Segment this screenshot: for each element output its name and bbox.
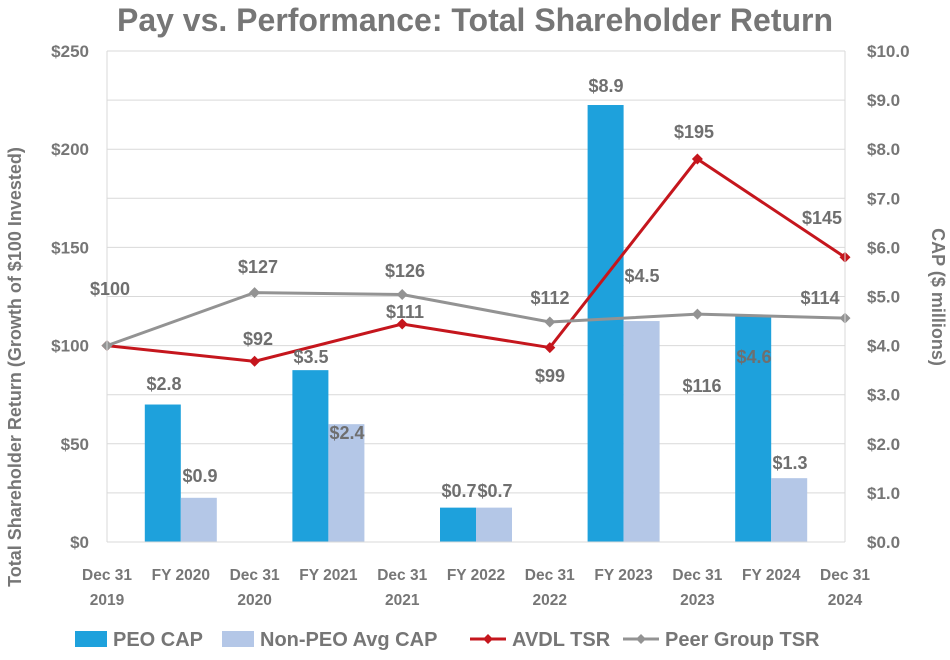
legend-label: Peer Group TSR [665, 629, 820, 651]
bar-data-label: $0.7 [477, 481, 512, 501]
right-tick-label: $1.0 [867, 484, 900, 503]
bar-data-label: $4.6 [736, 347, 771, 367]
category-label: 2024 [828, 592, 863, 609]
bar-data-label: $8.9 [588, 76, 623, 96]
point [249, 287, 261, 299]
axes: $0 $50 $100 $150 $200 $250 $0.0 $1.0 $2.0 $3.0 $4.… [51, 42, 909, 609]
category-label: Dec 31 [672, 567, 722, 584]
chart-title: Pay vs. Performance: Total Shareholder R… [117, 2, 833, 38]
point [691, 308, 703, 320]
category-label: 2022 [533, 592, 567, 609]
category-label: Dec 31 [820, 567, 870, 584]
bar [771, 478, 808, 542]
legend-marker [483, 634, 493, 644]
bar [476, 507, 512, 542]
line-data-label: $99 [535, 366, 565, 386]
legend-label: PEO CAP [113, 629, 203, 651]
right-tick-label: $2.0 [867, 435, 900, 454]
category-label: Dec 31 [82, 567, 132, 584]
line-data-label: $92 [243, 329, 273, 349]
right-tick-label: $5.0 [867, 288, 900, 307]
legend-marker [636, 634, 646, 644]
gridlines [107, 50, 845, 494]
right-axis-title: CAP ($ millions) [928, 228, 948, 366]
left-tick-label: $250 [51, 42, 89, 61]
bar-data-label: $1.3 [772, 453, 807, 473]
right-tick-label: $4.0 [867, 337, 900, 356]
category-label: Dec 31 [230, 567, 280, 584]
category-label: 2019 [90, 592, 125, 609]
left-axis-title: Total Shareholder Return (Growth of $100… [5, 147, 25, 587]
category-label: 2023 [680, 592, 715, 609]
left-tick-label: $100 [51, 337, 89, 356]
point [691, 153, 703, 165]
data-labels: $2.8 $3.5 $0.7 $8.9 $4.6 $0.9 $2.4 $0.7 $4.5 $1.3… [90, 76, 842, 501]
right-tick-label: $0.0 [867, 533, 900, 552]
line-data-label: $195 [674, 122, 714, 142]
line-series [101, 153, 851, 367]
right-tick-label: $7.0 [867, 189, 900, 208]
line-data-label: $127 [238, 257, 278, 277]
legend-label: AVDL TSR [512, 629, 611, 651]
category-label: Dec 31 [377, 567, 427, 584]
bar [440, 507, 476, 542]
bar-data-label: $2.4 [329, 423, 364, 443]
category-label: FY 2023 [594, 567, 653, 584]
category-label: Dec 31 [525, 567, 575, 584]
line-data-label: $145 [802, 208, 842, 228]
right-tick-label: $3.0 [867, 386, 900, 405]
point [396, 289, 408, 301]
bar [144, 404, 181, 542]
point [396, 318, 408, 330]
point [544, 342, 556, 354]
left-tick-label: $200 [51, 140, 89, 159]
bar-series [144, 105, 808, 542]
bar [292, 370, 329, 542]
category-label: FY 2024 [742, 567, 801, 584]
legend: PEO CAP Non-PEO Avg CAP AVDL TSR Peer Group… [75, 629, 820, 651]
bar-data-label: $0.7 [441, 481, 476, 501]
line-data-label: $126 [385, 261, 425, 281]
bar [735, 316, 772, 542]
bar-data-label: $3.5 [293, 347, 328, 367]
category-label: FY 2021 [299, 567, 358, 584]
legend-swatch [222, 631, 254, 647]
line-data-label: $116 [682, 376, 721, 396]
bar-data-label: $4.5 [624, 266, 659, 286]
category-label: 2020 [237, 592, 271, 609]
bar [180, 497, 217, 542]
bar [587, 105, 624, 542]
bar-data-label: $2.8 [146, 374, 181, 394]
bar-data-label: $0.9 [182, 466, 217, 486]
legend-label: Non-PEO Avg CAP [260, 629, 437, 651]
left-tick-label: $50 [61, 435, 89, 454]
right-tick-label: $8.0 [867, 140, 900, 159]
point [249, 355, 261, 367]
left-tick-label: $0 [70, 533, 89, 552]
line-data-label: $114 [800, 288, 839, 308]
right-tick-label: $9.0 [867, 91, 900, 110]
right-tick-label: $6.0 [867, 238, 900, 257]
bar [623, 321, 660, 542]
point [544, 316, 556, 328]
series-line [106, 157, 846, 363]
left-tick-label: $150 [51, 238, 89, 257]
series-line [106, 291, 846, 348]
legend-swatch [75, 631, 107, 647]
category-label: FY 2020 [152, 567, 210, 584]
right-tick-label: $10.0 [867, 42, 910, 61]
category-label: 2021 [385, 592, 420, 609]
category-label: FY 2022 [447, 567, 505, 584]
line-data-label: $100 [90, 279, 130, 299]
line-data-label: $112 [530, 288, 569, 308]
line-data-label: $111 [386, 302, 424, 322]
bar [328, 424, 365, 542]
